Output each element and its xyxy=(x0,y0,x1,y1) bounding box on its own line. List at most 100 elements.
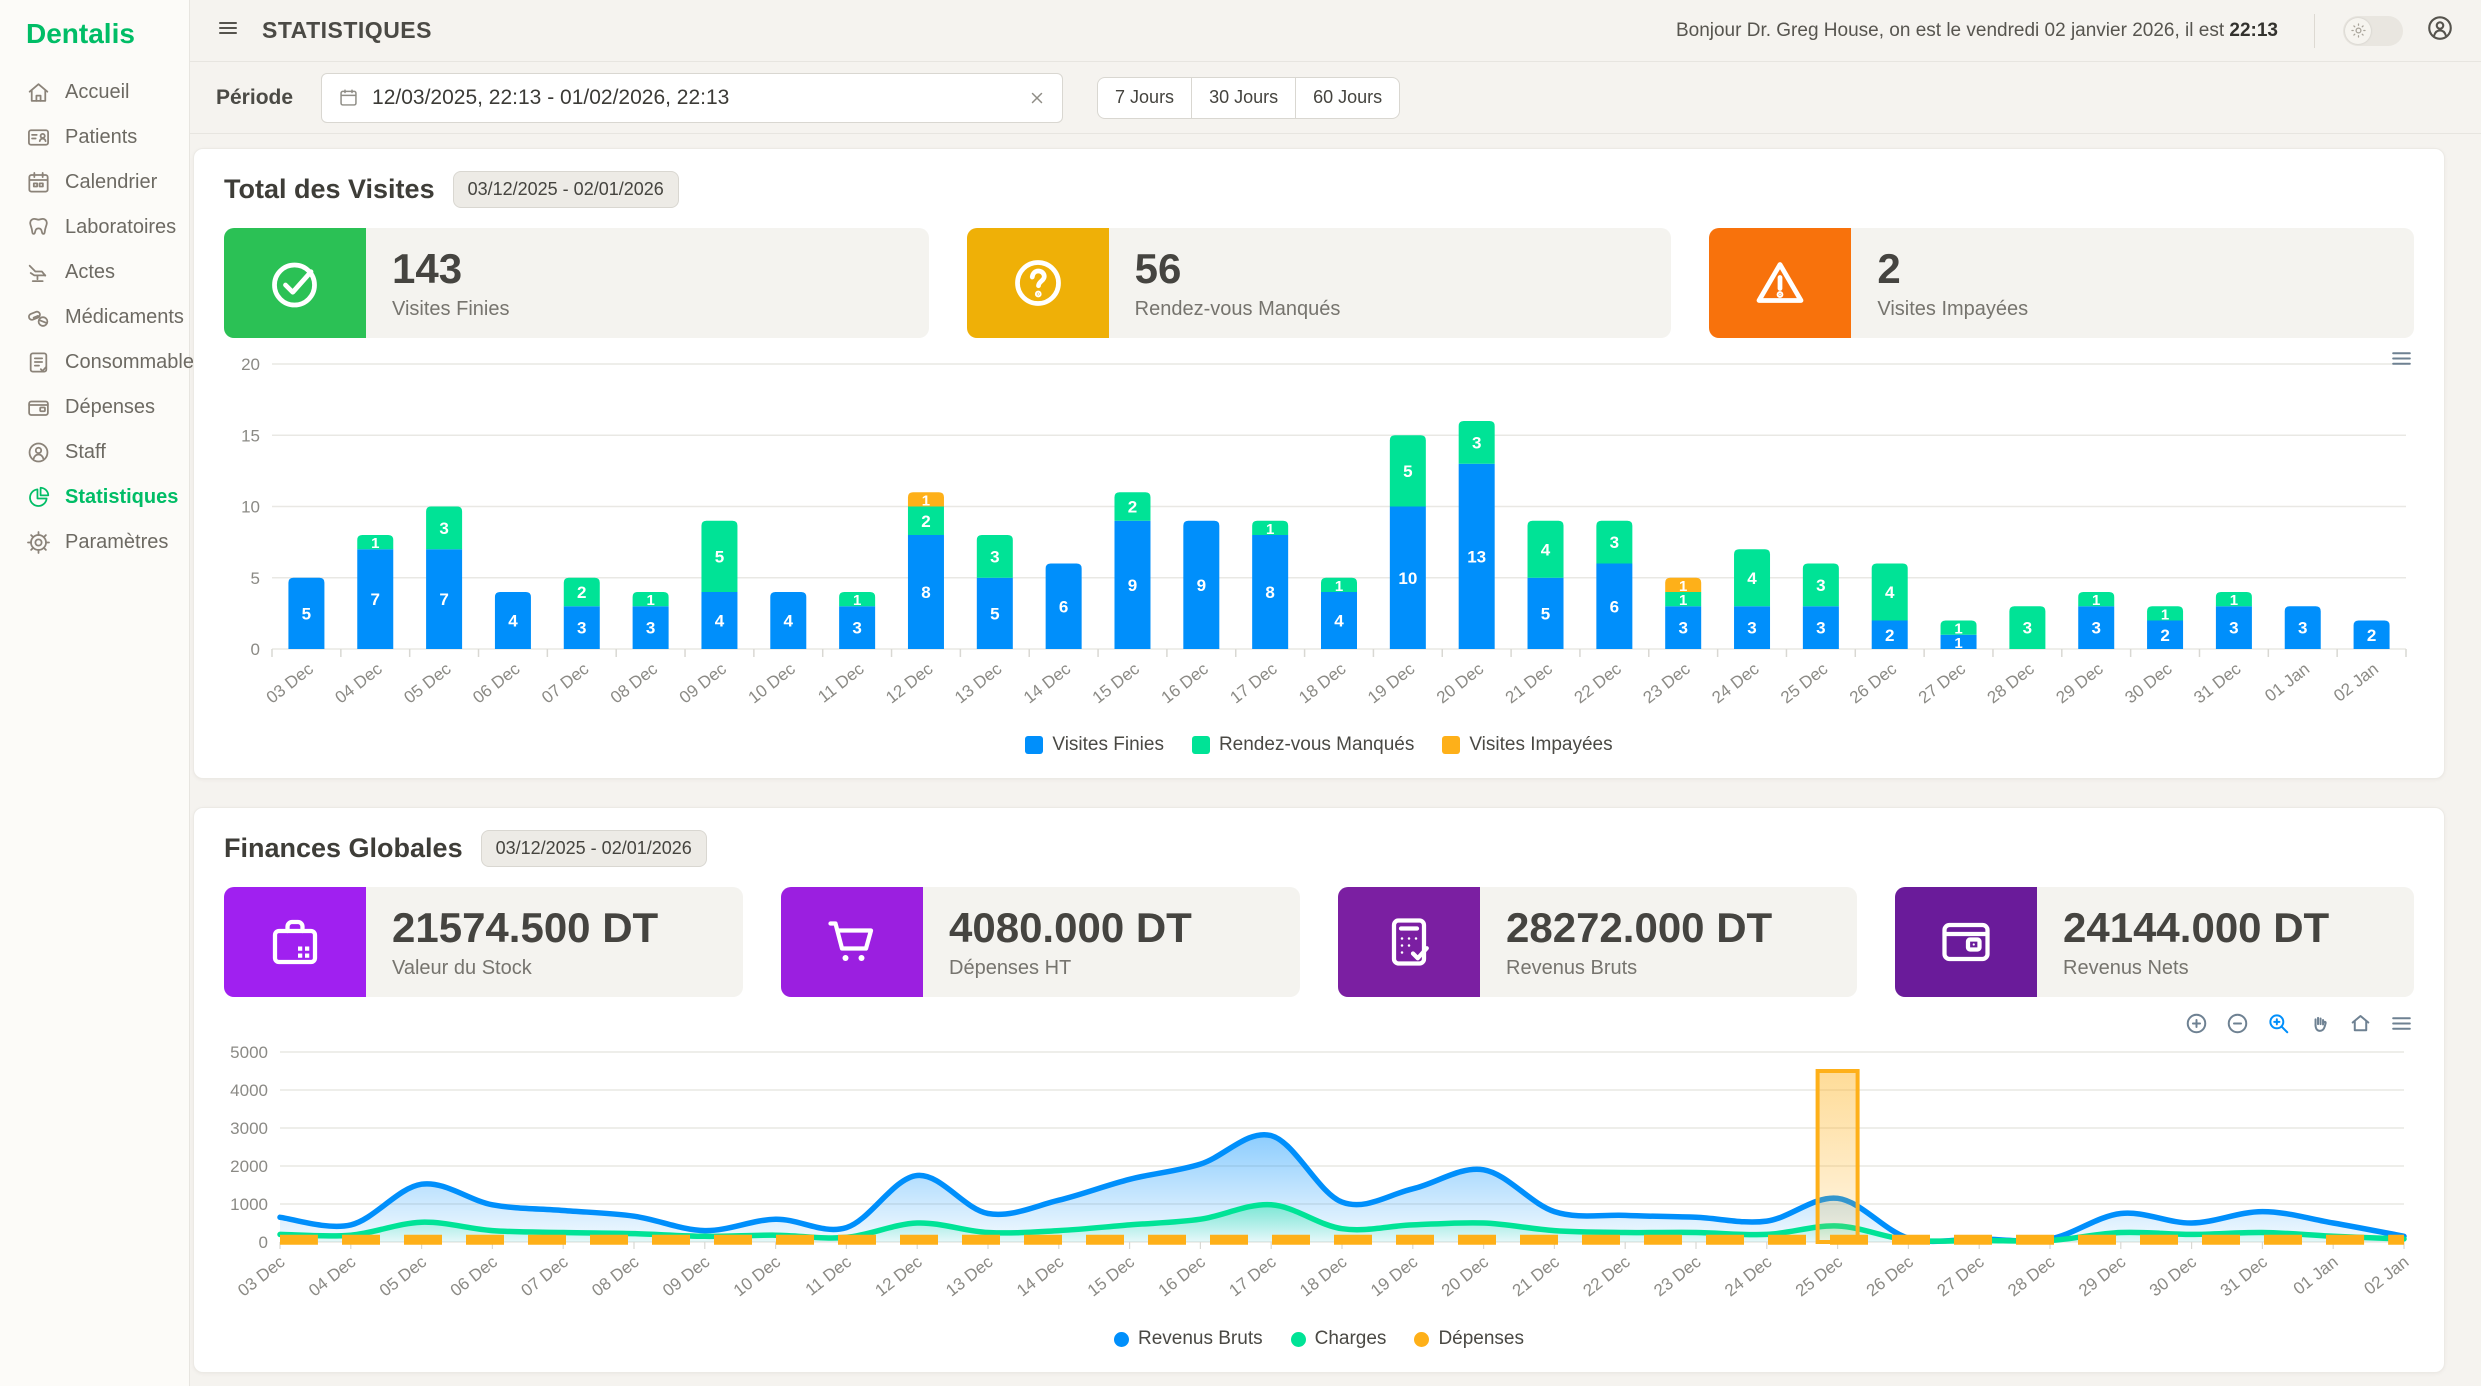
svg-text:4: 4 xyxy=(784,612,794,631)
reset-zoom-button[interactable] xyxy=(2348,1011,2373,1036)
range-60-days-button[interactable]: 60 Jours xyxy=(1295,76,1401,119)
svg-text:15: 15 xyxy=(241,426,260,445)
svg-text:24 Dec: 24 Dec xyxy=(1708,659,1763,707)
svg-text:09 Dec: 09 Dec xyxy=(676,659,731,707)
finance-card-revenus-bruts: 28272.000 DT Revenus Bruts xyxy=(1338,887,1857,997)
svg-text:5: 5 xyxy=(990,604,999,623)
legend-item-visites-finies[interactable]: Visites Finies xyxy=(1025,734,1164,756)
sidebar-item-accueil[interactable]: Accueil xyxy=(0,70,189,115)
svg-text:6: 6 xyxy=(1610,597,1619,616)
svg-text:3: 3 xyxy=(1678,619,1687,638)
svg-text:4: 4 xyxy=(715,612,725,631)
account-button[interactable] xyxy=(2425,13,2455,48)
finance-area-chart[interactable]: 0 1000 2000 3000 4000 5000 03 Dec 04 Dec 05 Dec 0… xyxy=(224,1040,2414,1320)
sidebar-item-actes[interactable]: Actes xyxy=(0,250,189,295)
date-range-input[interactable]: 12/03/2025, 22:13 - 01/02/2026, 22:13 xyxy=(321,72,1064,123)
zoom-out-button[interactable] xyxy=(2225,1011,2250,1036)
legend-item-visites-impayees[interactable]: Visites Impayées xyxy=(1442,734,1613,756)
svg-text:0: 0 xyxy=(251,640,260,659)
svg-text:04 Dec: 04 Dec xyxy=(305,1252,360,1300)
chart-menu-button[interactable] xyxy=(2389,1011,2414,1036)
svg-text:13 Dec: 13 Dec xyxy=(942,1252,997,1300)
svg-text:3: 3 xyxy=(2229,619,2238,638)
svg-text:4: 4 xyxy=(1885,583,1895,602)
range-30-days-button[interactable]: 30 Jours xyxy=(1191,76,1297,119)
legend-item-rdv-manques[interactable]: Rendez-vous Manqués xyxy=(1191,734,1414,756)
finances-section: Finances Globales 03/12/2025 - 02/01/202… xyxy=(193,807,2445,1373)
svg-text:12 Dec: 12 Dec xyxy=(882,659,937,707)
svg-text:1000: 1000 xyxy=(230,1195,268,1214)
svg-text:3: 3 xyxy=(1816,619,1825,638)
svg-text:8: 8 xyxy=(1265,583,1274,602)
legend-item-depenses[interactable]: Dépenses xyxy=(1414,1328,1524,1350)
svg-text:22 Dec: 22 Dec xyxy=(1580,1252,1635,1300)
range-7-days-button[interactable]: 7 Jours xyxy=(1097,76,1193,119)
svg-text:6: 6 xyxy=(1059,597,1068,616)
chart-menu-button[interactable] xyxy=(2389,346,2414,376)
selection-zoom-button[interactable] xyxy=(2266,1011,2291,1036)
visits-date-badge: 03/12/2025 - 02/01/2026 xyxy=(452,171,679,208)
legend-item-revenus-bruts[interactable]: Revenus Bruts xyxy=(1113,1328,1263,1350)
sidebar-item-medicaments[interactable]: Médicaments xyxy=(0,295,189,340)
sidebar-item-staff[interactable]: Staff xyxy=(0,430,189,475)
svg-text:17 Dec: 17 Dec xyxy=(1226,1252,1281,1300)
svg-text:01 Jan: 01 Jan xyxy=(2261,659,2313,705)
svg-text:03 Dec: 03 Dec xyxy=(234,1252,289,1300)
sidebar-item-calendrier[interactable]: Calendrier xyxy=(0,160,189,205)
svg-text:5: 5 xyxy=(715,547,724,566)
svg-text:4: 4 xyxy=(1334,612,1344,631)
svg-text:27 Dec: 27 Dec xyxy=(1915,659,1970,707)
svg-text:25 Dec: 25 Dec xyxy=(1777,659,1832,707)
theme-toggle[interactable] xyxy=(2343,15,2403,46)
sidebar-item-consommables[interactable]: Consommables xyxy=(0,340,204,385)
svg-text:9: 9 xyxy=(1128,576,1137,595)
svg-text:10 Dec: 10 Dec xyxy=(730,1252,785,1300)
svg-text:3: 3 xyxy=(439,519,448,538)
sidebar-item-statistiques[interactable]: Statistiques xyxy=(0,475,189,520)
svg-text:15 Dec: 15 Dec xyxy=(1084,1252,1139,1300)
svg-text:29 Dec: 29 Dec xyxy=(2053,659,2108,707)
sidebar-toggle-button[interactable] xyxy=(216,16,240,45)
legend-item-charges[interactable]: Charges xyxy=(1290,1328,1386,1350)
svg-text:3: 3 xyxy=(2091,619,2100,638)
finance-card-revenus-nets: 24144.000 DT Revenus Nets xyxy=(1895,887,2414,997)
sidebar-item-laboratoires[interactable]: Laboratoires xyxy=(0,205,189,250)
svg-text:26 Dec: 26 Dec xyxy=(1846,659,1901,707)
sidebar-item-parametres[interactable]: Paramètres xyxy=(0,520,189,565)
svg-text:1: 1 xyxy=(371,535,379,552)
svg-text:18 Dec: 18 Dec xyxy=(1296,1252,1351,1300)
svg-text:11 Dec: 11 Dec xyxy=(802,1252,856,1300)
svg-text:9: 9 xyxy=(1197,576,1206,595)
svg-text:1: 1 xyxy=(922,492,930,509)
svg-text:24 Dec: 24 Dec xyxy=(1721,1252,1776,1300)
sidebar-item-patients[interactable]: Patients xyxy=(0,115,189,160)
svg-text:4: 4 xyxy=(1747,569,1757,588)
svg-text:3: 3 xyxy=(990,547,999,566)
calendar-icon xyxy=(340,89,357,106)
svg-text:4: 4 xyxy=(508,612,518,631)
svg-text:05 Dec: 05 Dec xyxy=(376,1252,431,1300)
patient-card-icon xyxy=(28,129,49,146)
sidebar-item-depenses[interactable]: Dépenses xyxy=(0,385,189,430)
pan-button[interactable] xyxy=(2307,1011,2332,1036)
zoom-in-button[interactable] xyxy=(2184,1011,2209,1036)
finance-label: Revenus Nets xyxy=(2063,957,2189,979)
clear-date-button[interactable] xyxy=(1028,89,1046,107)
divider xyxy=(2314,13,2315,48)
svg-text:1: 1 xyxy=(646,592,654,609)
wallet-icon xyxy=(28,400,49,416)
svg-text:23 Dec: 23 Dec xyxy=(1640,659,1695,707)
finance-chart-legend: Revenus Bruts Charges Dépenses xyxy=(224,1328,2414,1350)
svg-text:2: 2 xyxy=(577,583,586,602)
stat-card-visites-impayees: 2 Visites Impayées xyxy=(1709,228,2415,338)
stat-card-rdv-manques: 56 Rendez-vous Manqués xyxy=(966,228,1672,338)
pie-chart-icon xyxy=(29,486,50,507)
svg-text:26 Dec: 26 Dec xyxy=(1863,1252,1918,1300)
home-icon xyxy=(2351,1015,2370,1032)
svg-text:10: 10 xyxy=(1398,569,1417,588)
sun-icon xyxy=(2350,23,2366,38)
svg-text:1: 1 xyxy=(853,592,861,609)
main-area: STATISTIQUES Bonjour Dr. Greg House, on … xyxy=(190,0,2481,1386)
svg-text:08 Dec: 08 Dec xyxy=(588,1252,643,1300)
